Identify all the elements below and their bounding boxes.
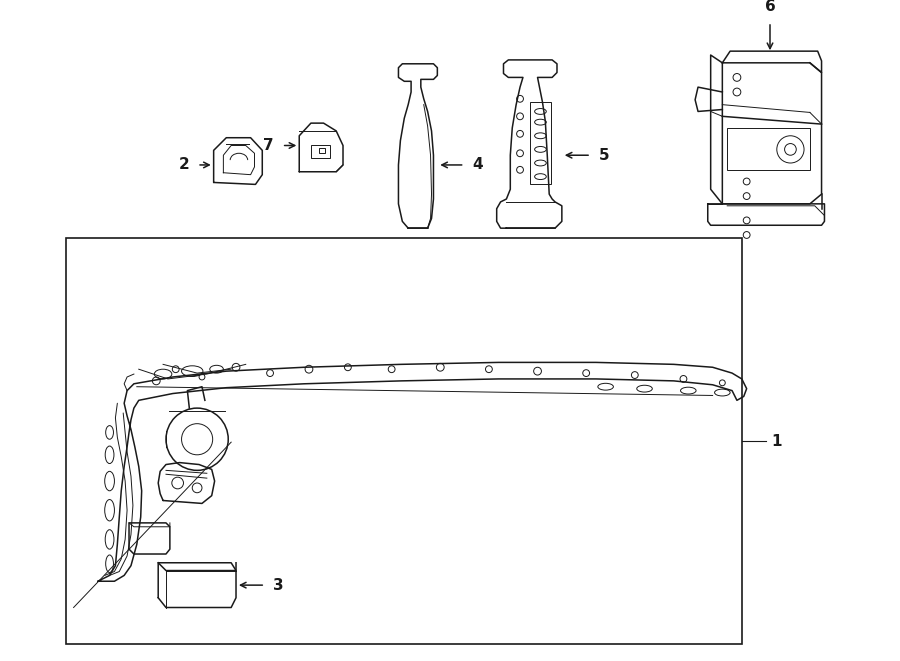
Text: 7: 7 [264,138,274,153]
Bar [310,145,330,158]
Bar [319,149,325,153]
Bar [66,238,742,644]
Bar [530,102,551,184]
Text: 5: 5 [598,147,609,163]
Text: 1: 1 [771,434,781,449]
Bar [727,128,810,170]
Text: 6: 6 [765,0,776,14]
Text: 4: 4 [472,157,483,173]
Text: 3: 3 [273,578,284,593]
Text: 2: 2 [178,157,189,173]
